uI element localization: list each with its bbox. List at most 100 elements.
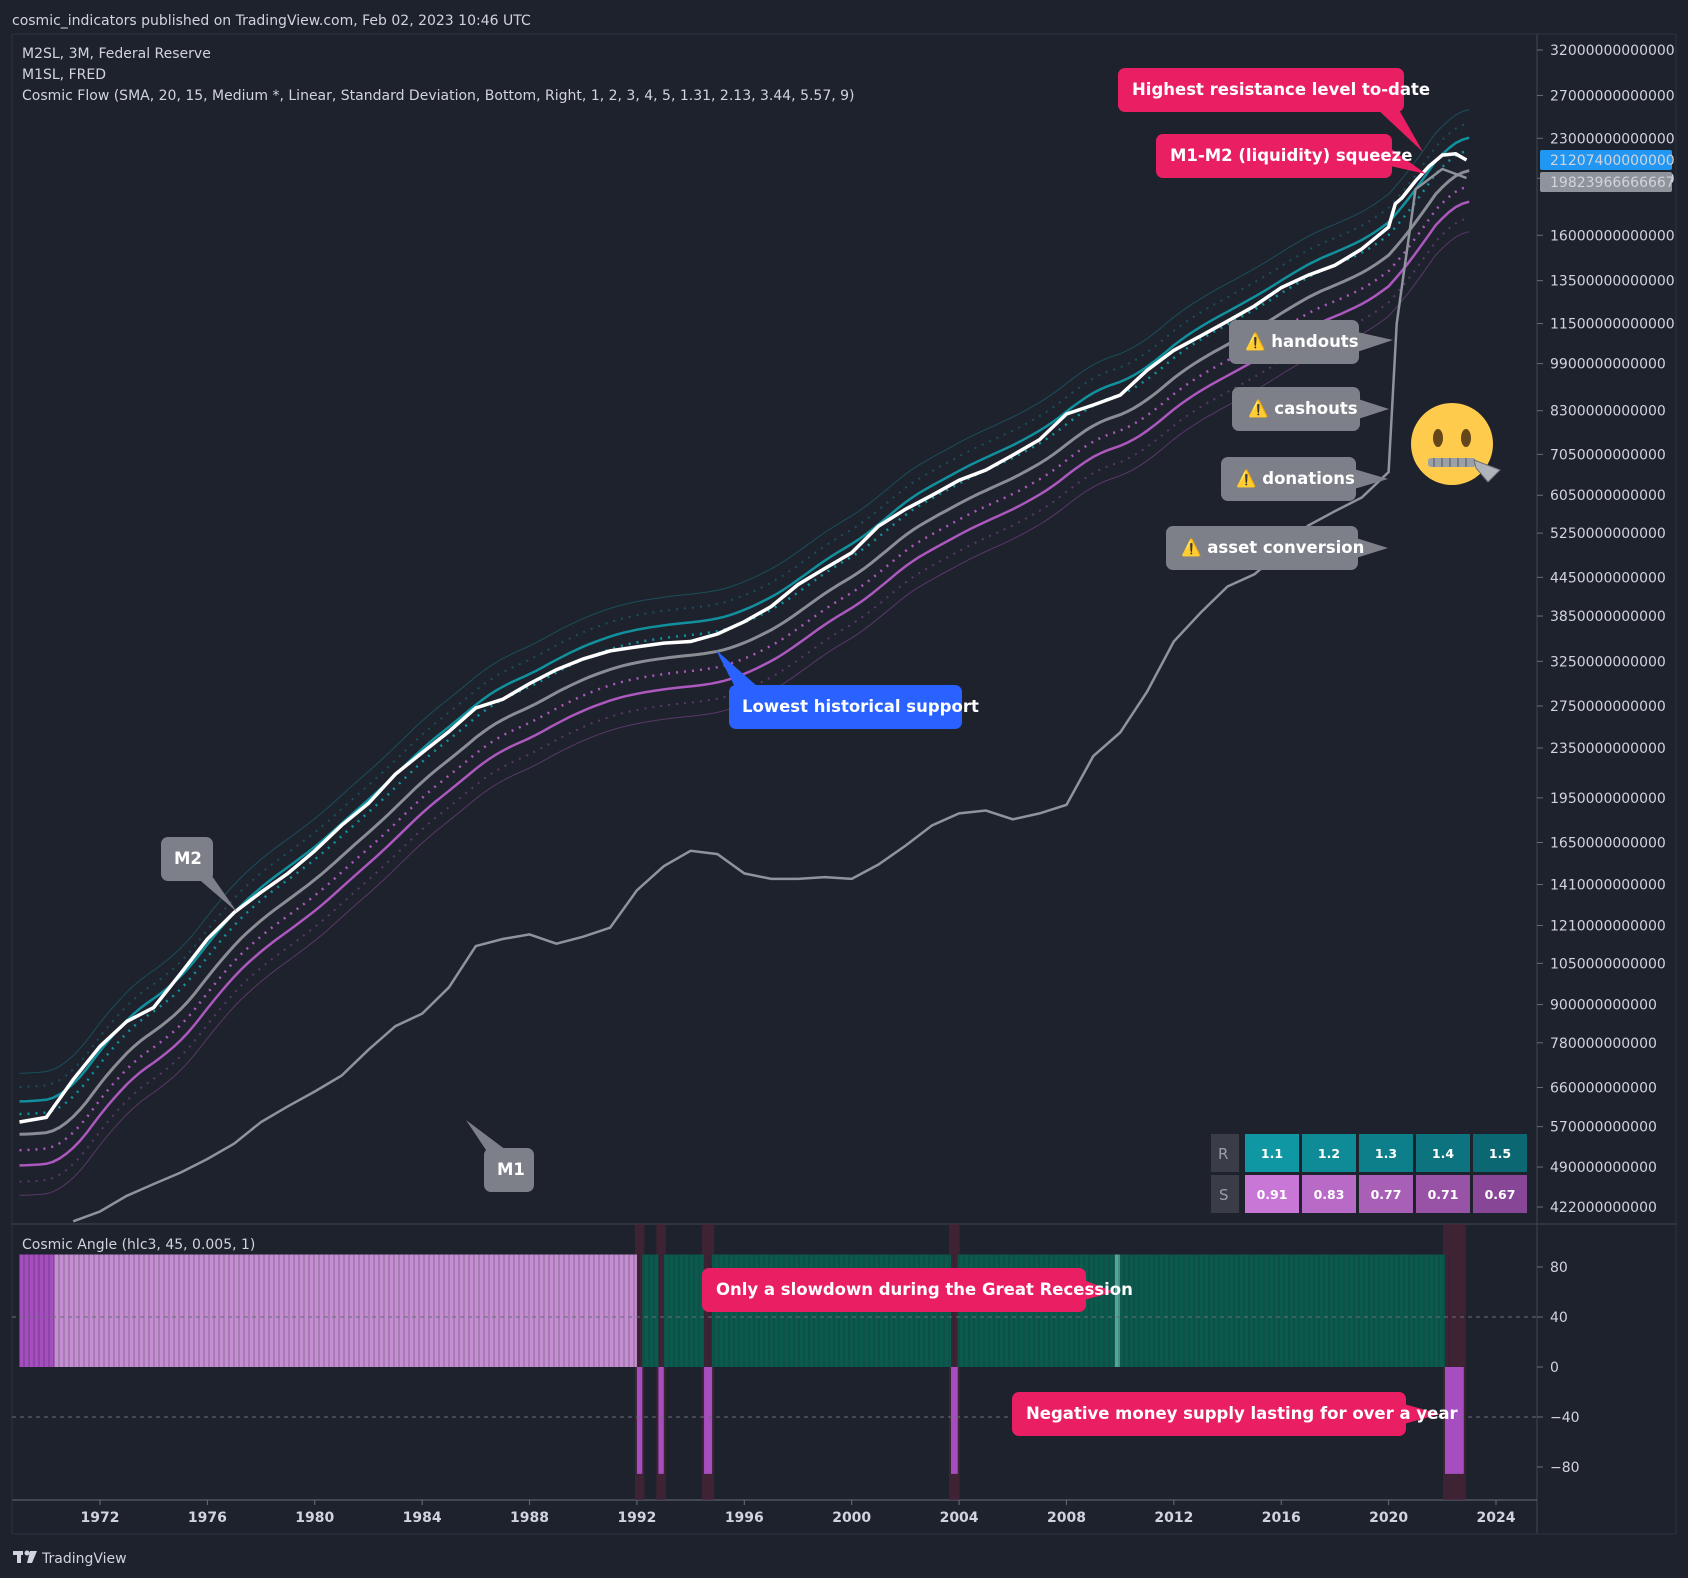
- negative-zone-shade: [656, 1224, 666, 1500]
- callout-squeeze[interactable]: M1-M2 (liquidity) squeeze: [1156, 134, 1426, 178]
- price-tick-label: 1410000000000: [1550, 878, 1666, 894]
- price-tick-label: 27000000000000: [1550, 88, 1675, 104]
- price-tick-label: 1650000000000: [1550, 836, 1666, 852]
- r-value: 1.3: [1375, 1146, 1397, 1161]
- svg-text:M2: M2: [174, 849, 202, 868]
- price-tick-label: 9900000000000: [1550, 357, 1666, 373]
- callout-negative-supply[interactable]: Negative money supply lasting for over a…: [1012, 1392, 1458, 1436]
- price-tick-label: 8300000000000: [1550, 404, 1666, 420]
- cosmic-flow-band-line: [19, 185, 1470, 1152]
- s-value: 0.91: [1257, 1187, 1288, 1202]
- price-tick-label: 11500000000000: [1550, 317, 1675, 333]
- time-tick-label: 1976: [188, 1510, 227, 1526]
- price-tick-label: 6050000000000: [1550, 488, 1666, 504]
- publish-info: cosmic_indicators published on TradingVi…: [12, 13, 531, 29]
- r-value: 1.5: [1489, 1146, 1511, 1161]
- svg-text:⚠️ handouts: ⚠️ handouts: [1245, 332, 1359, 351]
- s-value-cell: [1473, 1175, 1527, 1213]
- price-tick-label: 422000000000: [1550, 1200, 1657, 1216]
- cosmic-flow-band-line: [19, 149, 1470, 1116]
- oscillator-bar: [663, 1254, 705, 1367]
- price-tick-label: 32000000000000: [1550, 43, 1675, 59]
- svg-text:⚠️ donations: ⚠️ donations: [1236, 469, 1355, 488]
- time-tick-label: 2004: [940, 1510, 979, 1526]
- s-value: 0.67: [1485, 1187, 1516, 1202]
- osc-tick-label: −40: [1550, 1410, 1580, 1426]
- r-value-cell: [1302, 1134, 1356, 1172]
- price-tick-label: 4450000000000: [1550, 570, 1666, 586]
- callout-highest-resistance[interactable]: Highest resistance level to-date: [1118, 68, 1430, 152]
- oscillator-bar: [54, 1254, 637, 1367]
- oscillator-bar: [1120, 1254, 1445, 1367]
- callout-donations[interactable]: ⚠️ donations: [1221, 457, 1388, 501]
- callout-m2[interactable]: M2: [161, 837, 237, 912]
- price-tick-label: 16000000000000: [1550, 228, 1675, 244]
- time-tick-label: 1984: [403, 1510, 442, 1526]
- svg-text:19823966666667: 19823966666667: [1550, 175, 1675, 191]
- price-tick-label: 2350000000000: [1550, 741, 1666, 757]
- price-tick-label: 13500000000000: [1550, 274, 1675, 290]
- negative-zone-shade: [634, 1224, 645, 1500]
- r-value-cell: [1245, 1134, 1299, 1172]
- callout-great-recession[interactable]: Only a slowdown during the Great Recessi…: [702, 1268, 1133, 1312]
- m1-line: [72, 167, 1467, 1223]
- zipper-mouth-face-icon: [1411, 403, 1501, 485]
- price-tick-label: 7050000000000: [1550, 447, 1666, 463]
- m2-line: [19, 152, 1468, 1124]
- svg-text:⚠️ asset conversion: ⚠️ asset conversion: [1181, 538, 1364, 557]
- tradingview-logo: TradingView: [13, 1550, 127, 1567]
- time-tick-label: 1988: [510, 1510, 549, 1526]
- price-tick-label: 2750000000000: [1550, 699, 1666, 715]
- r-label-cell: [1211, 1134, 1239, 1172]
- cosmic-flow-band-line: [19, 200, 1470, 1167]
- callout-lowest-support[interactable]: Lowest historical support: [716, 650, 979, 729]
- time-tick-label: 2016: [1262, 1510, 1301, 1526]
- s-label-cell: [1211, 1175, 1239, 1213]
- time-tick-label: 2012: [1154, 1510, 1193, 1526]
- oscillator-bar: [951, 1367, 958, 1474]
- s-value-cell: [1302, 1175, 1356, 1213]
- time-tick-label: 1992: [617, 1510, 656, 1526]
- s-value: 0.77: [1371, 1187, 1402, 1202]
- oscillator-bar: [1114, 1254, 1121, 1367]
- legend-cosmic-flow: Cosmic Flow (SMA, 20, 15, Medium *, Line…: [22, 88, 855, 104]
- osc-tick-label: 0: [1550, 1360, 1559, 1376]
- time-tick-label: 1980: [295, 1510, 334, 1526]
- price-lines: [19, 152, 1468, 1223]
- time-axis[interactable]: 1972 1976 1980 1984 1988 1992 1996 2000 2004 2008…: [81, 1500, 1516, 1526]
- callout-handouts[interactable]: ⚠️ handouts: [1229, 320, 1393, 364]
- cosmic-flow-bands: [19, 109, 1470, 1196]
- cosmic-flow-band-line: [19, 217, 1470, 1183]
- oscillator-bar: [658, 1367, 664, 1474]
- s-label: S: [1219, 1186, 1229, 1204]
- oscillator-bar: [19, 1254, 55, 1367]
- cosmic-flow-band-line: [19, 109, 1470, 1074]
- price-tick-label: 900000000000: [1550, 998, 1657, 1014]
- cosmic-flow-band-line: [19, 169, 1470, 1136]
- time-tick-label: 2024: [1477, 1510, 1516, 1526]
- callout-m1[interactable]: M1: [466, 1120, 534, 1192]
- legend-cosmic-angle: Cosmic Angle (hlc3, 45, 0.005, 1): [22, 1237, 255, 1253]
- osc-tick-label: 40: [1550, 1310, 1568, 1326]
- rs-table: R S 1.1 0.91 1.2 0.83 1.3 0.77 1.4 0.71 1.5 0.67: [1211, 1134, 1527, 1213]
- r-value-cell: [1359, 1134, 1413, 1172]
- s-value: 0.83: [1314, 1187, 1345, 1202]
- price-tick-label: 570000000000: [1550, 1120, 1657, 1136]
- price-axis[interactable]: 32000000000000 27000000000000 230000000000…: [1537, 43, 1675, 1216]
- r-value: 1.4: [1432, 1146, 1454, 1161]
- oscillator-axis[interactable]: 80 40 0 −40 −80: [1537, 1260, 1580, 1476]
- m2-price-badge: 21207400000000: [1540, 150, 1675, 170]
- time-tick-label: 1996: [725, 1510, 764, 1526]
- s-value: 0.71: [1428, 1187, 1459, 1202]
- s-value-cell: [1359, 1175, 1413, 1213]
- svg-text:⚠️ cashouts: ⚠️ cashouts: [1248, 399, 1358, 418]
- price-tick-label: 660000000000: [1550, 1080, 1657, 1096]
- svg-text:M1: M1: [497, 1160, 525, 1179]
- callout-asset-conversion[interactable]: ⚠️ asset conversion: [1166, 526, 1388, 570]
- callout-cashouts[interactable]: ⚠️ cashouts: [1232, 387, 1389, 431]
- negative-zone-shade: [949, 1224, 960, 1500]
- svg-text:Highest resistance level to-da: Highest resistance level to-date: [1132, 80, 1430, 99]
- time-tick-label: 2000: [832, 1510, 871, 1526]
- time-tick-label: 2020: [1369, 1510, 1408, 1526]
